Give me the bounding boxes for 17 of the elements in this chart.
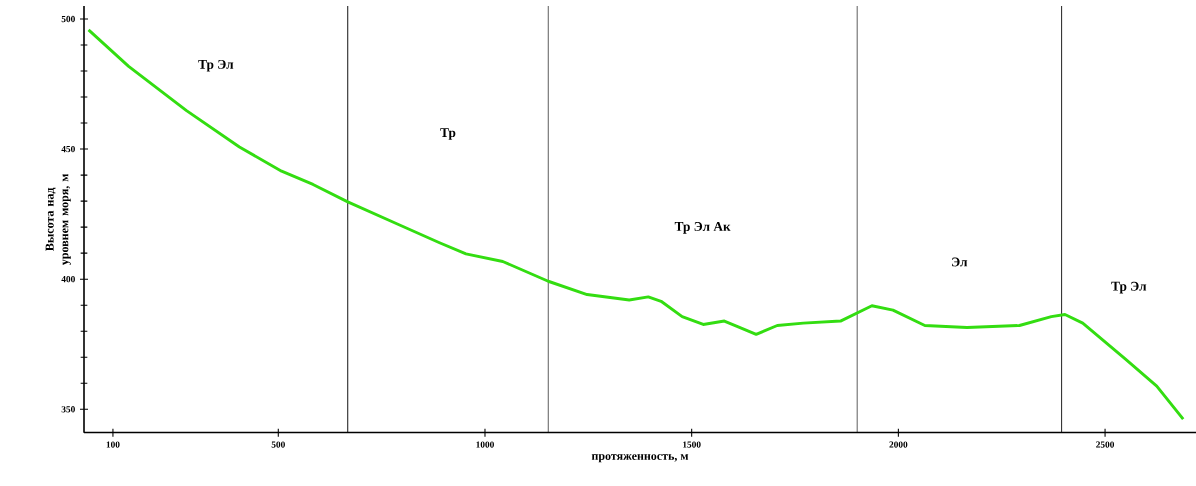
x-tick-label: 500: [271, 441, 285, 448]
x-tick-label: 2500: [1096, 441, 1115, 448]
x-tick-label: 100: [106, 441, 120, 448]
annotation: Тр Эл Ак: [674, 222, 731, 234]
x-tick-label: 2000: [889, 441, 908, 448]
x-axis-title: протяженность, м: [591, 454, 689, 463]
y-tick-label: 400: [61, 276, 75, 283]
y-axis-title: Высота над уровнем моря, м: [45, 173, 71, 266]
x-tick-label: 1500: [683, 441, 701, 448]
y-tick-label: 500: [61, 15, 75, 23]
y-tick-label: 350: [61, 406, 75, 413]
annotation: Тр Эл: [198, 59, 234, 72]
annotation: Тр Эл: [1111, 281, 1147, 294]
annotation: Эл: [952, 257, 968, 267]
y-tick-label: 450: [61, 145, 75, 153]
annotation: Тр: [440, 128, 456, 140]
x-tick-label: 1000: [476, 441, 494, 448]
